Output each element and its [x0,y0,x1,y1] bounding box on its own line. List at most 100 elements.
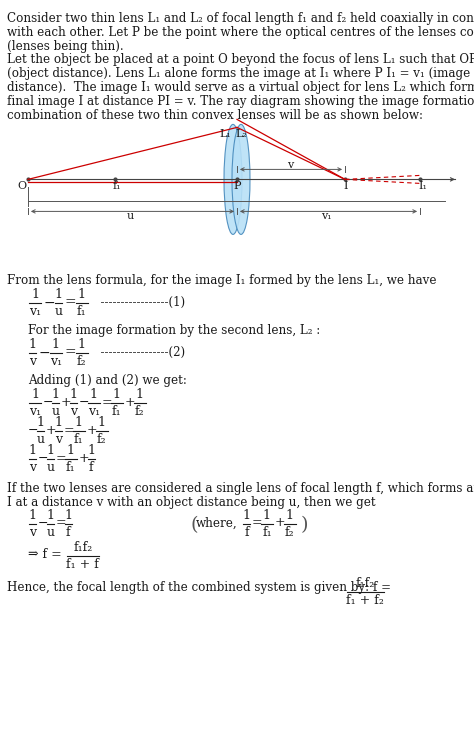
Text: −: − [79,396,89,409]
Text: 1: 1 [28,339,36,351]
Text: −: − [38,452,48,465]
Text: I₁: I₁ [418,182,427,191]
Text: v₁: v₁ [88,405,100,418]
Text: −: − [38,516,48,530]
Text: +: + [79,452,90,465]
Text: f₁: f₁ [77,305,87,318]
Text: 1: 1 [243,509,250,522]
Text: v: v [29,356,36,368]
Text: f₁: f₁ [112,405,121,418]
Text: -----------------(2): -----------------(2) [93,346,185,359]
Text: v₁: v₁ [50,356,62,368]
Text: f₂: f₂ [97,434,107,446]
Text: f₁: f₁ [74,434,84,446]
Text: L₂: L₂ [235,129,247,139]
Text: f₁ + f₂: f₁ + f₂ [346,594,384,607]
Text: 1: 1 [52,339,60,351]
Text: 1: 1 [286,509,294,522]
Text: I: I [343,182,347,191]
Text: 1: 1 [69,388,77,402]
Text: P: P [233,182,240,191]
Text: =: = [252,516,263,530]
Text: I at a distance v with an object distance being u, then we get: I at a distance v with an object distanc… [7,496,375,509]
Text: 1: 1 [28,509,36,522]
Ellipse shape [224,124,242,234]
Text: −: − [39,345,51,359]
Text: 1: 1 [46,444,55,458]
Text: =: = [102,396,112,409]
Text: Consider two thin lens L₁ and L₂ of focal length f₁ and f₂ held coaxially in con: Consider two thin lens L₁ and L₂ of foca… [7,12,474,25]
Text: L₁: L₁ [219,129,231,139]
Text: Hence, the focal length of the combined system is given by: f =: Hence, the focal length of the combined … [7,581,391,594]
Text: u: u [46,526,55,539]
Text: 1: 1 [78,339,86,351]
Text: v₁: v₁ [321,211,331,222]
Text: f₁f₂: f₁f₂ [356,577,375,590]
Text: combination of these two thin convex lenses will be as shown below:: combination of these two thin convex len… [7,109,423,121]
Text: Adding (1) and (2) we get:: Adding (1) and (2) we get: [28,374,187,388]
Text: -----------------(1): -----------------(1) [93,296,185,309]
Text: For the image formation by the second lens, L₂ :: For the image formation by the second le… [28,324,320,337]
Text: f₂: f₂ [77,356,87,368]
Text: where,: where, [196,516,237,530]
Text: +: + [46,424,56,437]
Text: f₁: f₁ [113,182,121,191]
Text: f: f [244,526,249,539]
Text: 1: 1 [51,388,59,402]
Text: 1: 1 [75,417,83,429]
Text: Let the object be placed at a point O beyond the focus of lens L₁ such that OP =: Let the object be placed at a point O be… [7,54,474,66]
Text: (object distance). Lens L₁ alone forms the image at I₁ where P I₁ = v₁ (image: (object distance). Lens L₁ alone forms t… [7,67,470,80]
Text: f₁: f₁ [262,526,272,539]
Text: =: = [56,452,66,465]
Text: =: = [56,516,66,530]
Text: If the two lenses are considered a single lens of focal length f, which forms an: If the two lenses are considered a singl… [7,482,474,496]
Text: +: + [125,396,135,409]
Text: 1: 1 [113,388,121,402]
Text: u: u [55,305,63,318]
Text: 1: 1 [31,289,39,301]
Text: u: u [46,461,55,475]
Text: 1: 1 [28,444,36,458]
Text: final image I at distance PI = v. The ray diagram showing the image formation by: final image I at distance PI = v. The ra… [7,94,474,108]
Text: +: + [87,424,98,437]
Text: −: − [44,295,55,310]
Text: (: ( [190,516,198,534]
Text: 1: 1 [55,289,63,301]
Text: =: = [65,345,76,359]
Text: distance).  The image I₁ would serve as a virtual object for lens L₂ which forms: distance). The image I₁ would serve as a… [7,81,474,94]
Text: −: − [28,424,38,437]
Text: u: u [36,434,45,446]
Text: 1: 1 [31,388,39,402]
Text: +: + [275,516,285,530]
Text: f: f [66,526,71,539]
Text: f₁f₂: f₁f₂ [73,541,92,554]
Text: +: + [61,396,72,409]
Text: 1: 1 [36,417,45,429]
Text: v₁: v₁ [29,305,41,318]
Text: −: − [43,396,54,409]
Text: 1: 1 [98,417,106,429]
Text: u: u [51,405,59,418]
Text: 1: 1 [55,417,63,429]
Text: v: v [29,461,36,475]
Text: 1: 1 [78,289,86,301]
Text: ): ) [301,516,309,534]
Text: f₁ + f: f₁ + f [66,558,99,571]
Text: =: = [65,295,76,310]
Text: 1: 1 [46,509,55,522]
Text: 1: 1 [87,444,95,458]
Text: f: f [89,461,93,475]
Text: f₂: f₂ [135,405,145,418]
Ellipse shape [232,124,250,234]
Text: O: O [18,182,27,191]
Text: 1: 1 [67,444,75,458]
Text: From the lens formula, for the image I₁ formed by the lens L₁, we have: From the lens formula, for the image I₁ … [7,275,437,287]
Text: v: v [55,434,62,446]
Text: with each other. Let P be the point where the optical centres of the lenses coin: with each other. Let P be the point wher… [7,26,474,39]
Text: 1: 1 [263,509,271,522]
Text: ⇒ f =: ⇒ f = [28,548,62,562]
Text: =: = [64,424,74,437]
Text: u: u [127,211,134,222]
Text: v: v [70,405,77,418]
Text: v₁: v₁ [29,405,41,418]
